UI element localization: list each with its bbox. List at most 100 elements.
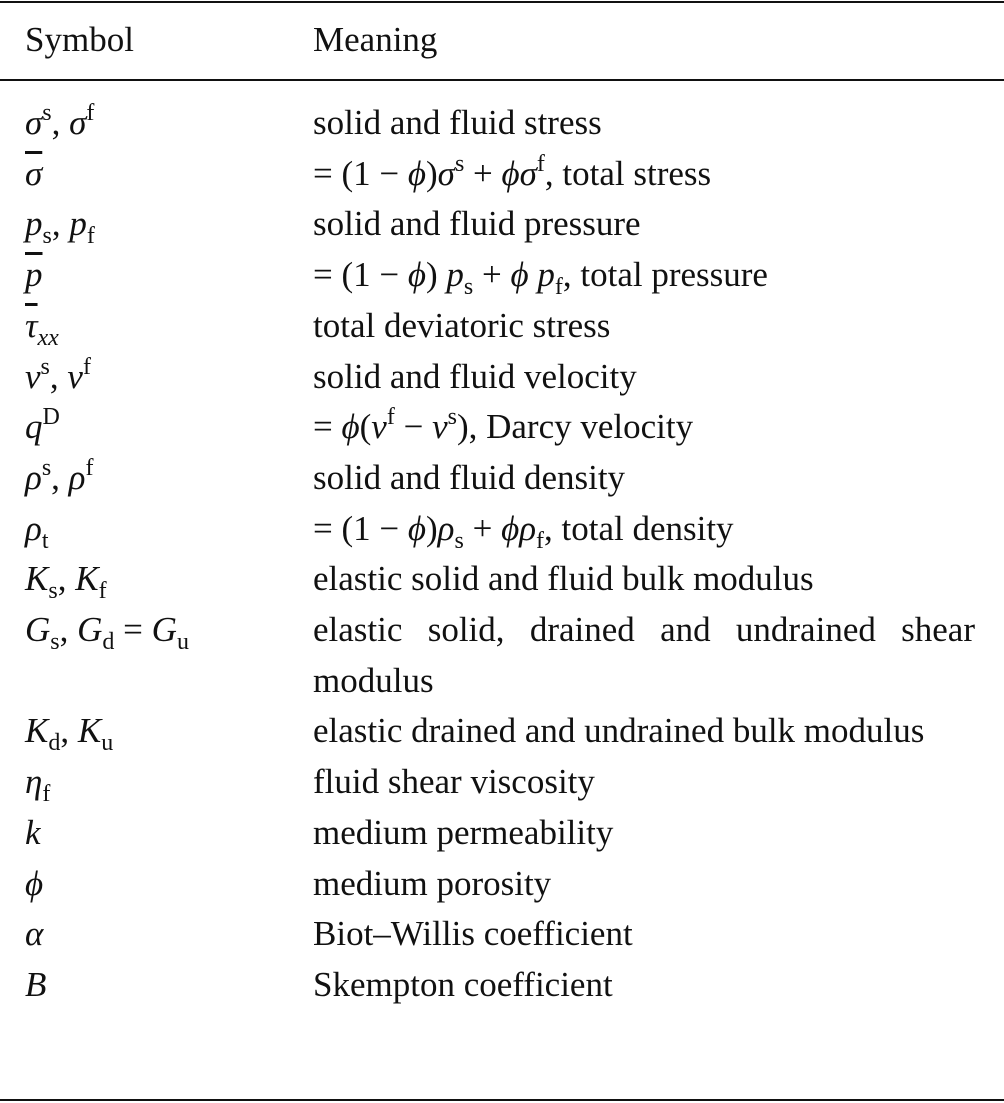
meaning-cell: medium porosity [313, 859, 975, 910]
math-segment: xx [37, 324, 59, 351]
math-segment: u [101, 730, 114, 757]
math-segment: + [464, 153, 502, 193]
math-segment: solid and fluid stress [313, 103, 602, 142]
math-segment: elastic drained and undrained bulk modul… [313, 711, 925, 751]
math-segment: s [48, 578, 58, 605]
math-segment: ϕσ [501, 153, 537, 193]
math-segment: = (1 − [313, 153, 408, 193]
meaning-cell: fluid shear viscosity [313, 757, 975, 808]
math-segment: , [59, 610, 78, 650]
math-segment: f [85, 454, 94, 481]
symbol-cell: Ks, Kf [0, 554, 313, 605]
math-segment: v [67, 356, 83, 396]
math-segment: f [98, 578, 107, 605]
top-rule [0, 1, 1004, 3]
math-segment: u [176, 629, 189, 656]
symbol-cell: ps, pf [0, 199, 313, 250]
math-segment: s [454, 527, 464, 554]
math-segment: ρ [25, 508, 42, 548]
symbol-cell: σs, σf [0, 98, 313, 149]
math-segment: , total pressure [562, 255, 768, 295]
table-row: B Skempton coefficient [0, 960, 1004, 1011]
math-segment: σ [437, 153, 455, 193]
math-segment: = (1 − [313, 508, 408, 548]
math-segment: f [86, 223, 95, 250]
math-segment: s [41, 454, 52, 481]
math-segment: s [463, 274, 474, 301]
math-segment: s [50, 629, 60, 656]
math-segment: , [51, 204, 70, 244]
math-segment: α [25, 914, 44, 954]
header-meaning: Meaning [313, 20, 438, 59]
meaning-cell: = (1 − ϕ)ρs + ϕρf, total density [313, 504, 975, 555]
math-segment: f [536, 150, 545, 177]
math-segment: σ [25, 103, 43, 142]
table-row: ρt = (1 − ϕ)ρs + ϕρf, total density [0, 504, 1004, 555]
math-segment: solid and fluid density [313, 457, 626, 497]
table-row: ηf fluid shear viscosity [0, 757, 1004, 808]
math-segment: s [42, 100, 52, 126]
meaning-cell: solid and fluid velocity [313, 352, 975, 403]
math-segment: ) [426, 508, 438, 548]
math-segment: p [25, 204, 43, 244]
math-segment: , [57, 559, 76, 599]
math-segment: ρ [68, 457, 86, 497]
table-row: Ks, Kf elastic solid and fluid bulk modul… [0, 554, 1004, 605]
math-segment: solid and fluid velocity [313, 356, 637, 396]
math-segment: ϕ [407, 153, 427, 193]
math-segment: ϕ [341, 407, 360, 447]
meaning-cell: elastic solid, drained and undrained she… [313, 605, 975, 706]
math-segment: q [25, 407, 43, 447]
math-segment: f [536, 527, 544, 554]
math-segment: = (1 − [313, 255, 408, 295]
meaning-cell: Biot–Willis coefficient [313, 909, 975, 960]
math-segment: Biot–Willis coefficient [313, 914, 633, 954]
table-row: p = (1 − ϕ) ps + ϕ pf, total pressure [0, 250, 1004, 301]
math-segment: , [51, 103, 70, 142]
math-segment: s [454, 150, 465, 177]
math-segment: η [25, 762, 43, 802]
meaning-cell: total deviatoric stress [313, 301, 975, 352]
math-segment: , [51, 457, 69, 497]
math-segment: p [69, 204, 87, 244]
math-segment: K [75, 559, 99, 599]
symbol-cell: Gs, Gd = Gu [0, 605, 313, 706]
symbol-cell: k [0, 808, 313, 859]
symbol-cell: α [0, 909, 313, 960]
table-row: Gs, Gd = Gu elastic solid, drained and un… [0, 605, 1004, 706]
math-segment: d [102, 629, 115, 656]
meaning-cell: elastic solid and fluid bulk modulus [313, 554, 975, 605]
math-segment: ϕ p [510, 255, 555, 295]
table-row: σs, σf solid and fluid stress [0, 98, 1004, 149]
table-body: σs, σf solid and fluid stress σ = (1 − ϕ)σs… [0, 98, 1004, 1011]
math-segment: elastic solid, drained and undrained she… [313, 610, 975, 700]
math-segment: , total stress [544, 153, 712, 193]
meaning-cell: = ϕ(vf − vs), Darcy velocity [313, 402, 975, 453]
math-segment: d [48, 730, 61, 757]
math-segment: G [151, 610, 177, 650]
table-row: α Biot–Willis coefficient [0, 909, 1004, 960]
symbol-cell: p [0, 250, 313, 301]
header-rule [0, 79, 1004, 81]
math-segment: G [77, 610, 103, 650]
math-segment: k [25, 812, 41, 852]
math-segment: s [42, 223, 52, 250]
table-row: ϕ medium porosity [0, 859, 1004, 910]
meaning-cell: solid and fluid stress [313, 98, 975, 149]
math-segment: p [25, 255, 43, 295]
math-segment: medium permeability [313, 812, 614, 852]
math-segment: , [49, 356, 68, 396]
math-segment: − [394, 407, 433, 447]
meaning-cell: medium permeability [313, 808, 975, 859]
meaning-cell: solid and fluid density [313, 453, 975, 504]
math-segment: K [25, 559, 49, 599]
math-segment: f [82, 353, 91, 380]
math-segment: K [25, 711, 49, 751]
symbol-cell: ρs, ρf [0, 453, 313, 504]
math-segment: medium porosity [313, 863, 552, 903]
table-row: qD = ϕ(vf − vs), Darcy velocity [0, 402, 1004, 453]
table-row: τxx total deviatoric stress [0, 301, 1004, 352]
math-segment: s [447, 404, 457, 431]
math-segment: ϕ [25, 863, 44, 903]
math-segment: ϕ [407, 508, 427, 548]
